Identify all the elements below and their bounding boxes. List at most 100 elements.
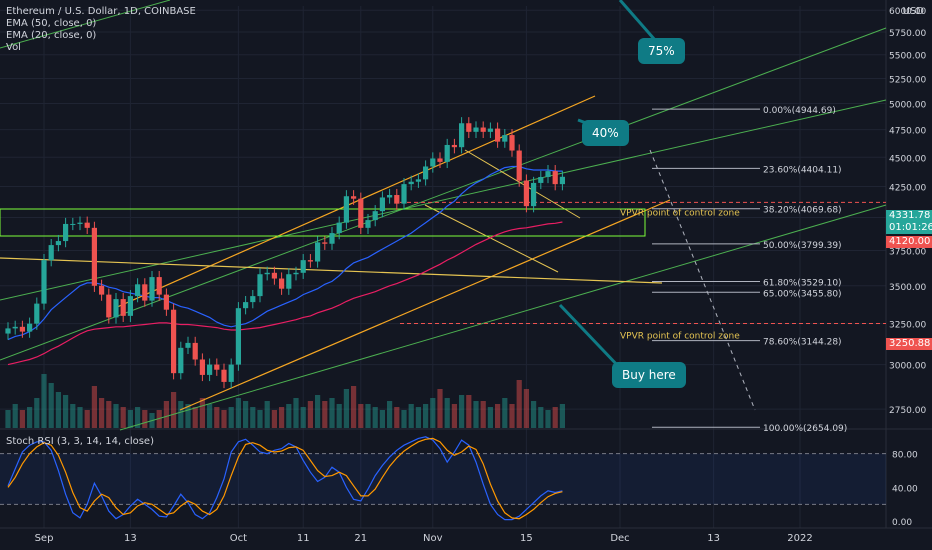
volume-bar: [509, 404, 515, 428]
time-tick-label: 15: [520, 533, 533, 544]
green-channel-line: [119, 204, 887, 431]
callout-buy-here[interactable]: Buy here: [612, 362, 686, 388]
candle-body: [523, 180, 529, 207]
candle-body: [336, 222, 342, 234]
volume-bar: [430, 398, 436, 428]
candle-body: [516, 150, 522, 181]
fib-level-label: 78.60%(3144.28): [763, 338, 842, 348]
volume-bar: [34, 398, 40, 428]
candle-body: [387, 195, 393, 198]
fib-level-label: 100.00%(2654.09): [763, 424, 847, 434]
volume-bar: [408, 404, 414, 428]
green-channel-line: [0, 0, 171, 49]
price-tick-label: 6000.00: [889, 7, 926, 17]
candle-body: [12, 326, 18, 329]
time-tick-label: 13: [707, 533, 720, 544]
volume-bars: [5, 374, 565, 428]
volume-bar: [516, 380, 522, 428]
volume-bar: [401, 410, 407, 428]
candle-body: [113, 299, 119, 318]
volume-bar: [264, 401, 270, 428]
candles: [5, 117, 565, 389]
ema50-line: [7, 221, 563, 366]
volume-bar: [473, 401, 479, 428]
candle-body: [379, 197, 385, 212]
volume-bar: [91, 386, 97, 428]
price-tick-label: 4750.00: [889, 127, 926, 137]
volume-bar: [300, 407, 306, 428]
callout-pointer: [558, 303, 622, 370]
price-tick-label: 2750.00: [889, 406, 926, 416]
candle-body: [199, 359, 205, 375]
candle-body: [279, 278, 285, 289]
stoch-rsi-legend[interactable]: Stoch RSI (3, 3, 14, 14, close): [6, 436, 154, 447]
volume-legend[interactable]: Vol: [6, 42, 21, 53]
volume-bar: [423, 404, 429, 428]
candle-body: [171, 309, 177, 374]
volume-bar: [523, 389, 529, 428]
ema50-legend[interactable]: EMA (50, close, 0): [6, 18, 97, 29]
fib-level-label: 23.60%(4404.11): [763, 165, 842, 175]
volume-bar: [178, 401, 184, 428]
callout-75[interactable]: 75%: [638, 38, 685, 64]
volume-bar: [315, 395, 321, 428]
candle-body: [221, 369, 227, 382]
volume-bar: [185, 404, 191, 428]
callout-40[interactable]: 40%: [582, 120, 629, 146]
stoch-d-line: [7, 437, 563, 520]
trendline: [0, 257, 663, 284]
candle-body: [27, 323, 33, 332]
candle-body: [41, 260, 47, 304]
candle-body: [185, 342, 191, 348]
volume-bar: [487, 407, 493, 428]
stoch-tick-label: 40.00: [892, 484, 918, 494]
drawings: [0, 0, 887, 431]
candle-body: [127, 296, 133, 316]
projection-line: [649, 149, 756, 411]
price-tick-label: 5500.00: [889, 52, 926, 62]
green-channel-line: [0, 99, 887, 301]
volume-bar: [351, 386, 357, 428]
volume-bar: [329, 398, 335, 428]
time-tick-label: 11: [297, 533, 310, 544]
candle-body: [466, 123, 472, 132]
volume-bar: [5, 410, 11, 428]
ema20-legend[interactable]: EMA (20, close, 0): [6, 30, 97, 41]
volume-bar: [163, 401, 169, 428]
fib-level-label: 65.00%(3455.80): [763, 289, 842, 299]
candle-body: [473, 127, 479, 132]
stoch-band: [0, 453, 886, 505]
volume-bar: [379, 410, 385, 428]
volume-bar: [415, 407, 421, 428]
volume-bar: [214, 407, 220, 428]
volume-bar: [322, 401, 328, 428]
volume-bar: [48, 383, 54, 428]
volume-bar: [279, 407, 285, 428]
volume-bar: [372, 407, 378, 428]
volume-bar: [192, 407, 198, 428]
volume-bar: [495, 404, 501, 428]
volume-bar: [127, 410, 133, 428]
time-tick-label: 21: [354, 533, 367, 544]
price-tick-label: 5000.00: [889, 100, 926, 110]
volume-bar: [207, 404, 213, 428]
candle-body: [307, 260, 313, 262]
candle-body: [228, 364, 234, 382]
volume-bar: [459, 395, 465, 428]
volume-bar: [271, 410, 277, 428]
candle-body: [300, 260, 306, 273]
volume-bar: [27, 407, 33, 428]
volume-bar: [502, 398, 508, 428]
chart-legend: Ethereum / U.S. Dollar, 1D, COINBASE EMA…: [6, 6, 196, 54]
price-tick-label: 5250.00: [889, 76, 926, 86]
ema-lines: [7, 165, 563, 366]
chart-title[interactable]: Ethereum / U.S. Dollar, 1D, COINBASE: [6, 6, 196, 17]
volume-bar: [12, 404, 18, 428]
candle-body: [415, 179, 421, 182]
fib-level-label: 0.00%(4944.69): [763, 106, 836, 116]
volume-bar: [235, 398, 241, 428]
candle-body: [423, 166, 429, 180]
volume-bar: [257, 410, 263, 428]
orange-channel-line: [114, 95, 596, 309]
